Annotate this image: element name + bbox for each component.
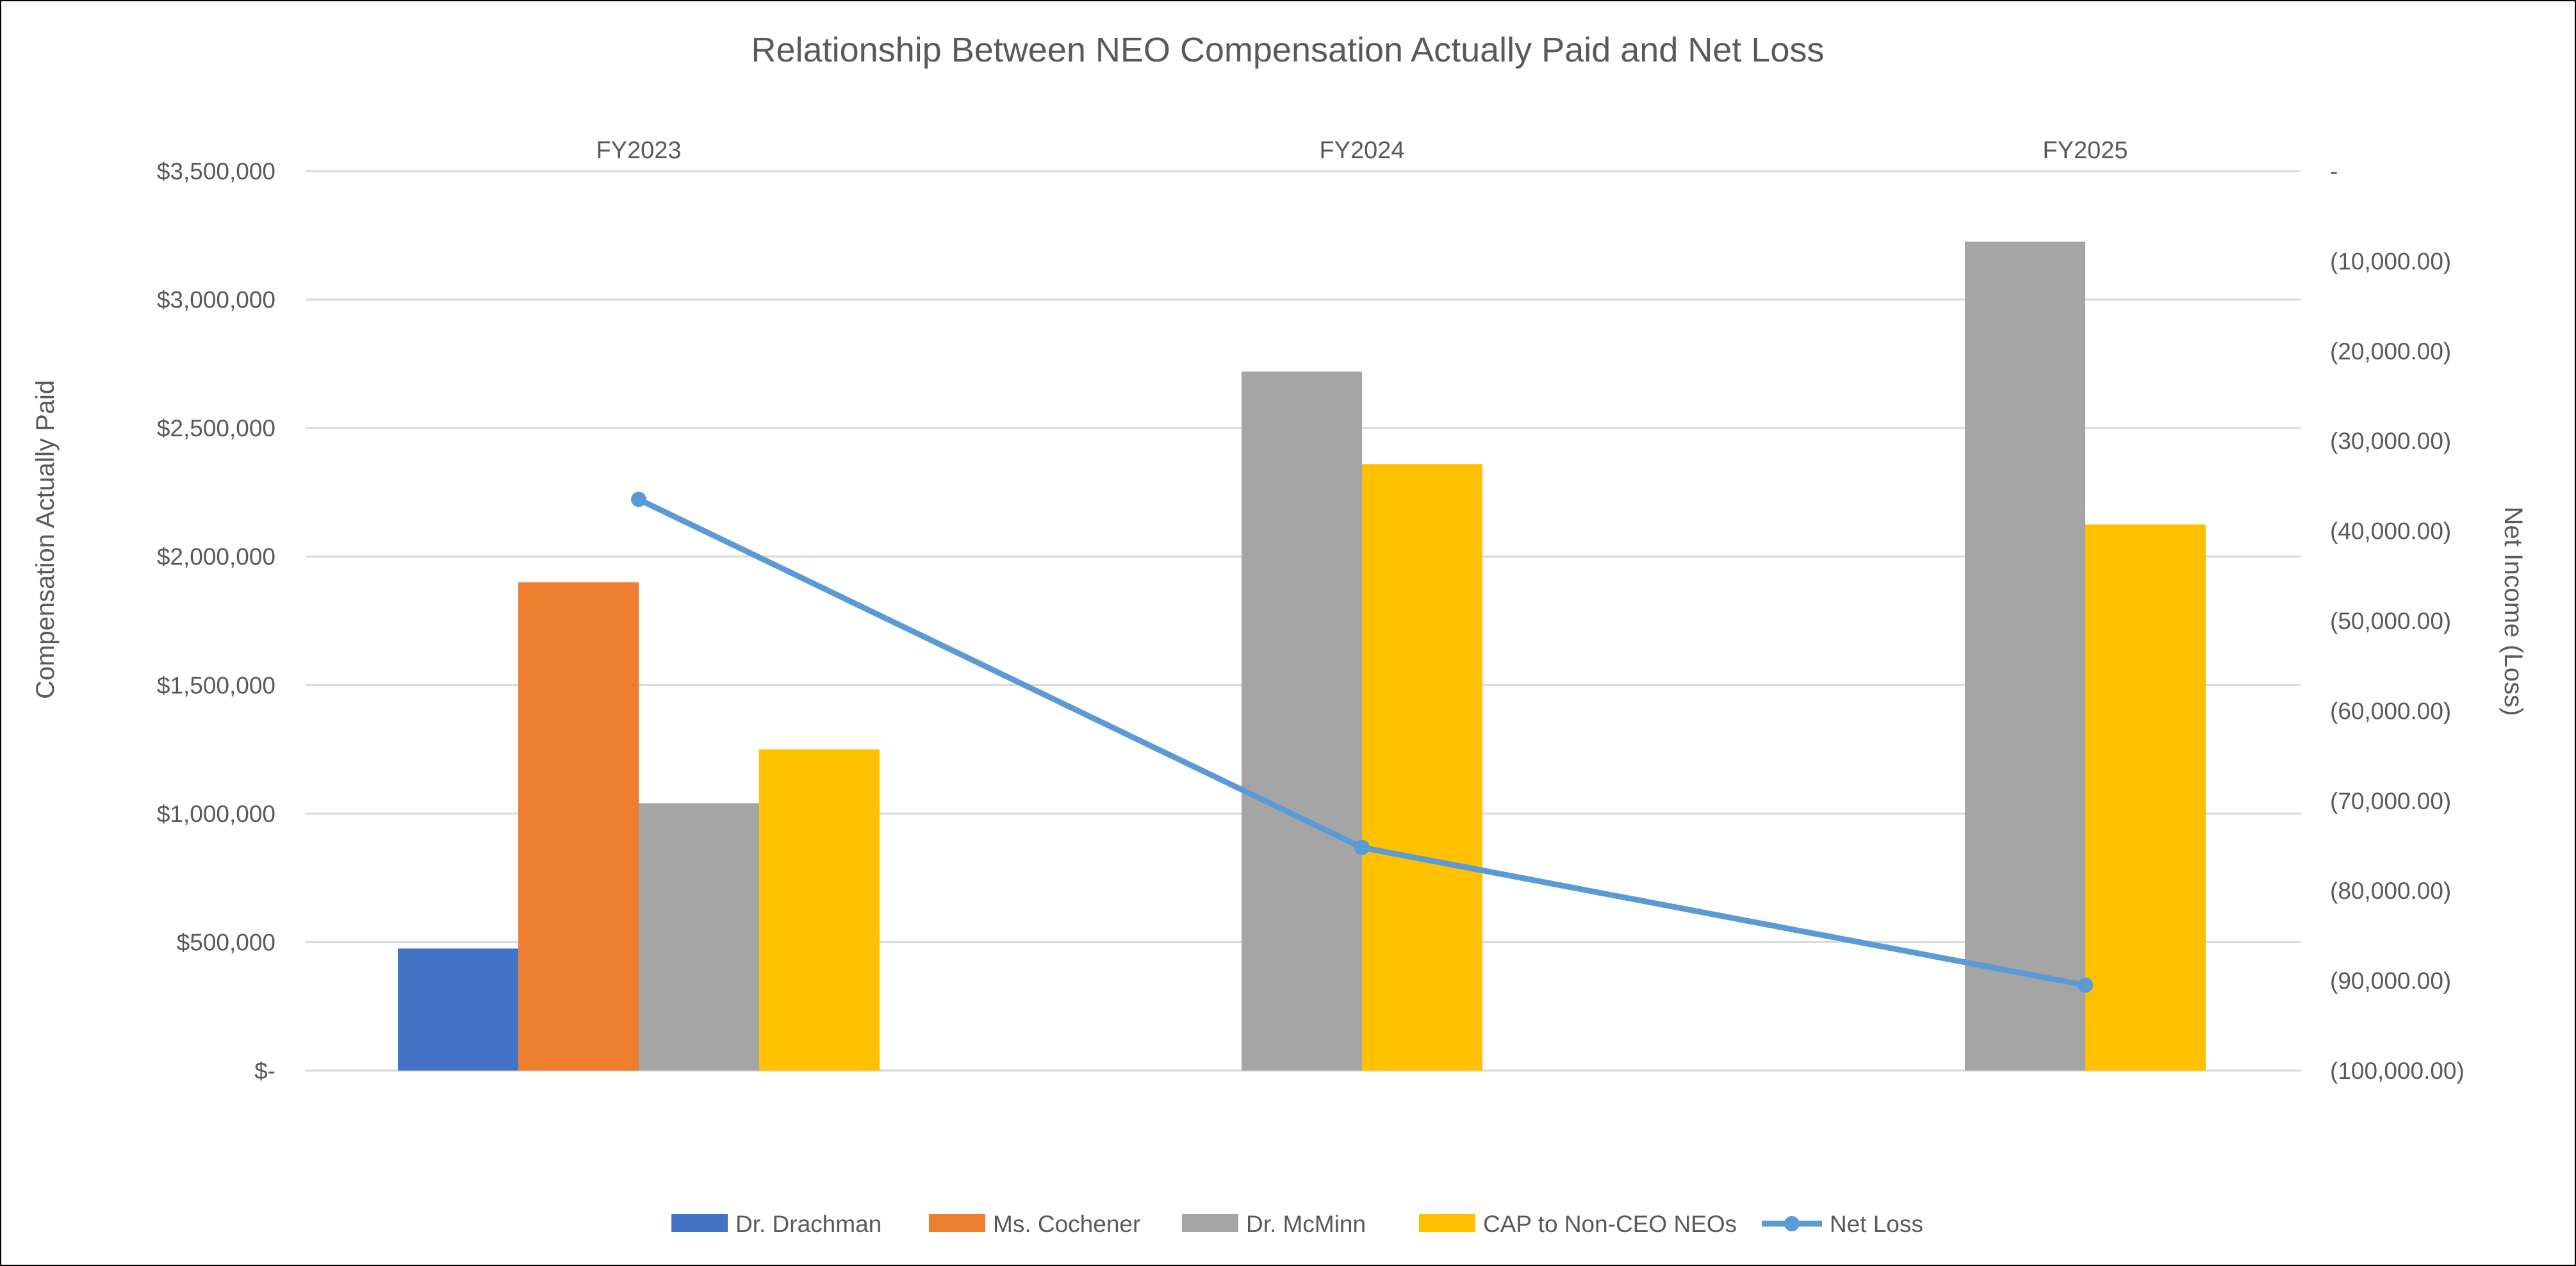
left-tick-label: $3,500,000 <box>157 158 275 185</box>
right-tick-label: (100,000.00) <box>2330 1058 2465 1084</box>
category-label: FY2023 <box>596 137 681 164</box>
bar-cap-to-non-ceo-neos <box>2085 524 2206 1071</box>
category-label: FY2025 <box>2042 137 2128 164</box>
net-loss-point <box>631 491 646 507</box>
bar-dr-mcminn <box>1965 242 2085 1071</box>
legend-label-net-loss: Net Loss <box>1830 1211 1923 1237</box>
right-tick-label: (80,000.00) <box>2330 878 2451 904</box>
left-tick-label: $500,000 <box>177 929 275 955</box>
bar-dr-drachman <box>398 948 518 1071</box>
right-tick-label: - <box>2330 158 2338 185</box>
bar-cap-to-non-ceo-neos <box>759 749 880 1071</box>
bar-ms-cochener <box>518 582 639 1071</box>
bar-cap-to-non-ceo-neos <box>1362 464 1482 1071</box>
right-tick-label: (90,000.00) <box>2330 968 2451 994</box>
legend-label-cap-to-non-ceo-neos: CAP to Non-CEO NEOs <box>1483 1211 1737 1237</box>
net-loss-point <box>1354 839 1370 855</box>
category-label: FY2024 <box>1319 137 1404 164</box>
net-loss-point <box>2078 977 2093 993</box>
right-tick-label: (60,000.00) <box>2330 698 2451 724</box>
y-left-axis-label: Compensation Actually Paid <box>31 380 60 699</box>
left-tick-label: $3,000,000 <box>157 287 275 313</box>
net-loss-line-group <box>631 491 2093 993</box>
right-tick-label: (30,000.00) <box>2330 428 2451 454</box>
legend-swatch-ms-cochener <box>929 1214 985 1232</box>
right-tick-label: (20,000.00) <box>2330 338 2451 365</box>
right-tick-label: (70,000.00) <box>2330 788 2451 814</box>
category-labels: FY2023 FY2024 FY2025 <box>596 137 2128 164</box>
left-axis-ticks: $- $500,000 $1,000,000 $1,500,000 $2,000,000… <box>157 158 275 1084</box>
left-tick-label: $1,500,000 <box>157 672 275 698</box>
legend-swatch-dr-drachman <box>671 1214 728 1232</box>
right-axis-ticks: - (10,000.00) (20,000.00) (30,000.00) (40,00… <box>2330 158 2465 1084</box>
legend-swatch-cap-to-non-ceo-neos <box>1419 1214 1475 1232</box>
bar-dr-mcminn <box>1242 371 1362 1071</box>
left-tick-label: $2,000,000 <box>157 544 275 570</box>
left-tick-label: $2,500,000 <box>157 415 275 441</box>
chart-title: Relationship Between NEO Compensation Ac… <box>751 31 1825 69</box>
right-tick-label: (10,000.00) <box>2330 248 2451 274</box>
legend-label-dr-drachman: Dr. Drachman <box>735 1211 882 1237</box>
right-tick-label: (50,000.00) <box>2330 608 2451 634</box>
legend: Dr. Drachman Ms. Cochener Dr. McMinn CAP to… <box>671 1211 1923 1237</box>
left-tick-label: $- <box>254 1058 275 1084</box>
legend-label-ms-cochener: Ms. Cochener <box>993 1211 1140 1237</box>
left-tick-label: $1,000,000 <box>157 801 275 827</box>
y-right-axis-label: Net Income (Loss) <box>2499 507 2527 716</box>
bars <box>398 242 2206 1071</box>
legend-marker-net-loss <box>1784 1216 1800 1231</box>
bar-dr-mcminn <box>639 803 759 1071</box>
right-tick-label: (40,000.00) <box>2330 518 2451 545</box>
legend-label-dr-mcminn: Dr. McMinn <box>1246 1211 1366 1237</box>
legend-swatch-dr-mcminn <box>1182 1214 1238 1232</box>
